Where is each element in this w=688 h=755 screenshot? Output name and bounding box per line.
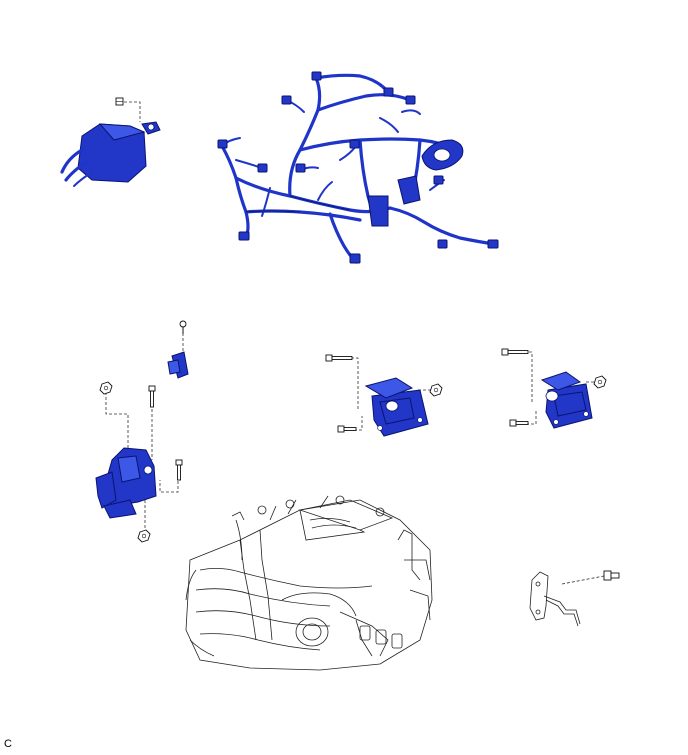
harness-grommet xyxy=(421,139,464,171)
mount-bolt xyxy=(148,385,156,408)
engine-mount-insulator-right-assembly xyxy=(501,348,607,429)
mount-bolt xyxy=(337,425,357,433)
mount-bolt-long xyxy=(501,348,529,356)
engine-assembly xyxy=(185,495,433,671)
mount-bolt xyxy=(509,419,529,427)
bracket-bolt xyxy=(603,570,620,581)
mount-bracket-small xyxy=(167,351,189,379)
mount-nut xyxy=(593,375,607,389)
engine-mount-insulator-center-assembly xyxy=(325,354,443,437)
harness-clamp-bracket xyxy=(367,175,421,227)
mount-nut xyxy=(137,529,151,543)
engine-mount-insulator-rh xyxy=(95,447,157,519)
bracket-bolt xyxy=(179,320,187,334)
mount-bolt-long xyxy=(325,354,353,362)
relay-block xyxy=(60,121,161,187)
mount-bracket-small-assembly xyxy=(167,320,189,379)
engine-mount-insulator-center xyxy=(364,377,429,437)
ground-bracket-assembly xyxy=(529,570,620,627)
harness-connector xyxy=(217,71,499,264)
engine-wire-harness xyxy=(217,71,499,264)
relay-block-assembly xyxy=(60,97,161,187)
mount-nut xyxy=(99,381,113,395)
mount-nut xyxy=(429,383,443,397)
mount-bolt xyxy=(175,459,183,481)
figure-label: C xyxy=(4,738,12,750)
relay-block-bolt xyxy=(115,97,124,106)
ground-bracket xyxy=(529,571,581,627)
engine-mount-insulator-right xyxy=(540,371,593,429)
engine-mount-insulator-rh-assembly xyxy=(95,381,183,543)
